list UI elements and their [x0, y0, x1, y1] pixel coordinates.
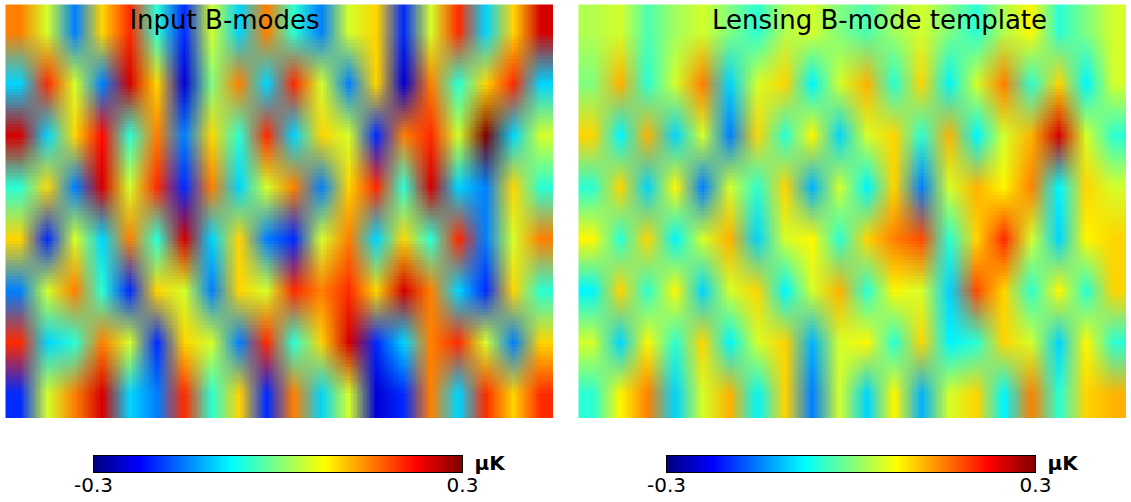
svg-text:μK: μK [475, 451, 507, 475]
svg-text:0.3: 0.3 [447, 473, 479, 497]
svg-text:-0.3: -0.3 [647, 473, 686, 497]
svg-text:-0.3: -0.3 [74, 473, 113, 497]
svg-text:Lensing B-mode template: Lensing B-mode template [712, 5, 1047, 35]
svg-text:0.3: 0.3 [1020, 473, 1052, 497]
svg-text:Input B-modes: Input B-modes [129, 5, 319, 35]
svg-text:μK: μK [1048, 451, 1080, 475]
